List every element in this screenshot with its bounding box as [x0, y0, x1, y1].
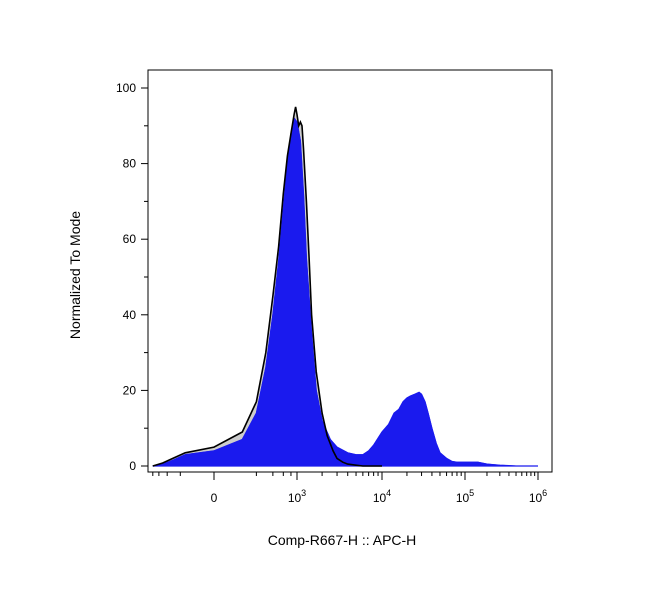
- series-layer: [152, 106, 538, 467]
- y-tick-label-20: 20: [123, 383, 137, 397]
- x-tick-exponent-2: 4: [386, 488, 391, 498]
- x-tick-exponent-1: 3: [301, 488, 306, 498]
- y-tick-label-60: 60: [123, 232, 137, 246]
- y-tick-label-40: 40: [123, 308, 137, 322]
- x-tick-exponent-3: 5: [469, 488, 474, 498]
- ticks-layer: 0 20 40 60 80 100 0 103 104 105 106: [116, 81, 547, 505]
- x-tick-label-2: 104: [373, 488, 391, 505]
- x-tick-exponent-4: 6: [542, 488, 547, 498]
- x-axis-title: Comp-R667-H :: APC-H: [268, 532, 417, 548]
- x-tick-label-4: 106: [529, 488, 547, 505]
- series-1-outline: [152, 106, 382, 467]
- series-0-overlay: [152, 117, 538, 467]
- plot-area: [147, 69, 553, 473]
- x-tick-label-1: 103: [288, 488, 306, 505]
- x-tick-label-3: 105: [456, 488, 474, 505]
- y-axis-title: Normalized To Mode: [67, 211, 83, 339]
- y-tick-label-0: 0: [129, 459, 136, 473]
- y-tick-label-100: 100: [116, 81, 136, 95]
- y-tick-label-80: 80: [123, 157, 137, 171]
- x-tick-label-0: 0: [211, 491, 218, 505]
